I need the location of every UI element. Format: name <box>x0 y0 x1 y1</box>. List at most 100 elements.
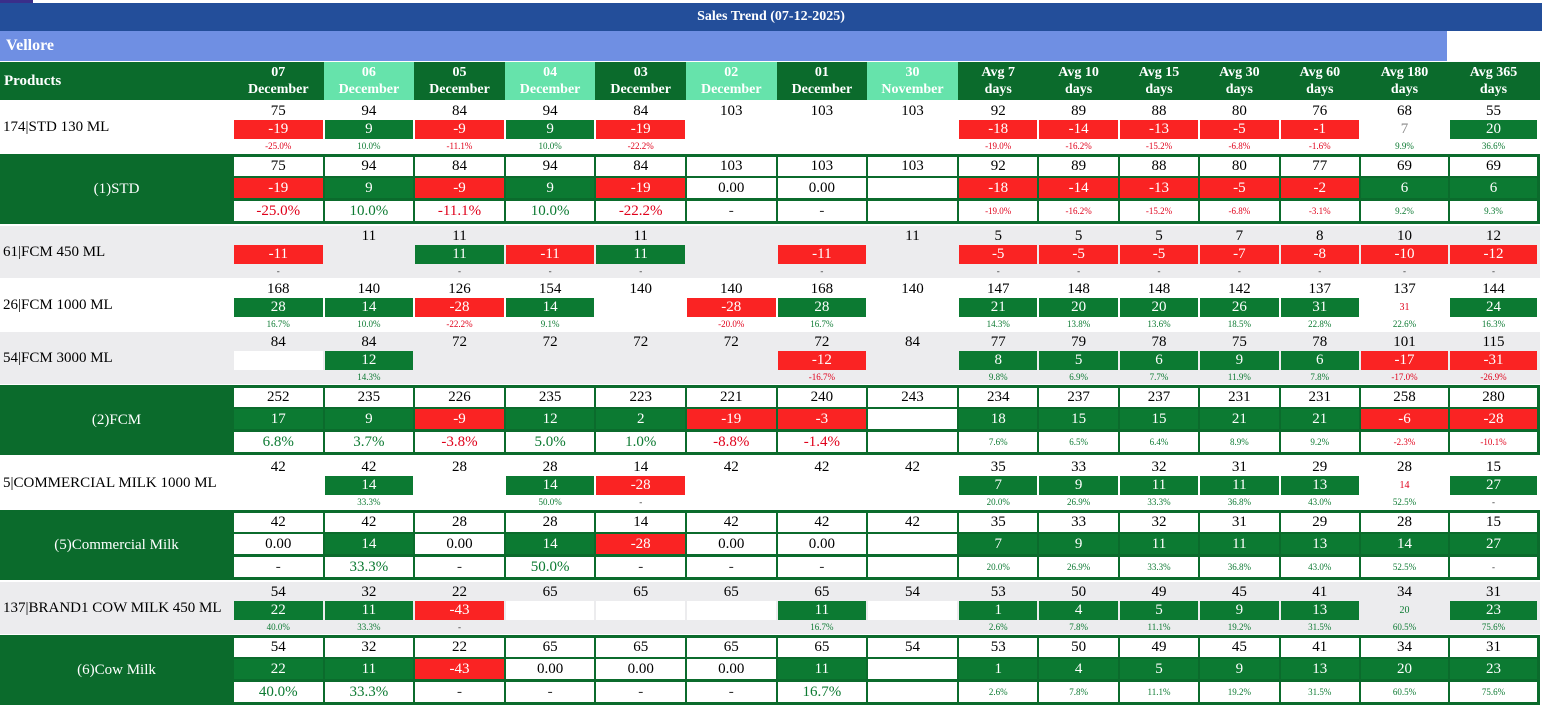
change <box>234 351 323 370</box>
value-box <box>1119 513 1199 532</box>
value: 258 <box>1393 389 1416 405</box>
change: 17 <box>234 409 323 429</box>
change: 9 <box>505 120 595 139</box>
percent: - <box>820 266 824 276</box>
value-box <box>1200 513 1279 532</box>
percent: -2.3% <box>1393 437 1416 447</box>
change: -5 <box>1200 120 1279 139</box>
value: 5 <box>994 227 1002 244</box>
percent: 31.5% <box>1308 687 1332 697</box>
change: -19 <box>687 409 776 429</box>
percent-box <box>415 557 504 577</box>
percent-box <box>415 201 504 221</box>
column-header: 01 December <box>777 62 868 100</box>
percent: 52.5% <box>1392 562 1417 572</box>
change: 5 <box>1039 351 1118 370</box>
percent-box <box>1361 201 1448 221</box>
change: 2 <box>596 409 685 429</box>
change: -28 <box>596 534 685 554</box>
change: 11 <box>1200 534 1279 554</box>
percent-box <box>1361 682 1448 702</box>
change: 6 <box>1280 351 1359 370</box>
change: 23 <box>1450 659 1537 679</box>
value: 235 <box>357 389 381 405</box>
value: 11 <box>905 227 920 244</box>
percent: -16.7% <box>808 372 836 382</box>
percent: 16.7% <box>802 683 842 700</box>
column-header: 06 December <box>323 62 415 100</box>
value: 69 <box>1486 158 1501 174</box>
change: 13 <box>1280 476 1359 495</box>
percent-box <box>687 557 776 577</box>
percent: -3.8% <box>441 433 478 450</box>
percent: 16.7% <box>810 622 834 632</box>
percent-box <box>1119 432 1199 452</box>
change: 21 <box>1280 409 1359 429</box>
column-header: Avg 15 days <box>1119 62 1199 100</box>
change: 11 <box>1119 534 1199 554</box>
value: 42 <box>904 514 920 530</box>
value-box <box>505 638 595 657</box>
change: 9 <box>1200 601 1279 620</box>
value-box <box>596 388 685 407</box>
value-box <box>868 388 957 407</box>
percent-box <box>959 557 1038 577</box>
value-box <box>596 513 685 532</box>
change: 27 <box>1450 534 1537 554</box>
value: 11 <box>633 227 648 244</box>
change: -18 <box>959 178 1038 198</box>
value-box <box>1200 157 1279 176</box>
value-box <box>505 388 595 407</box>
change: -1 <box>1280 120 1359 139</box>
value: 101 <box>1393 333 1416 350</box>
value-box <box>687 388 776 407</box>
percent: 1.0% <box>625 433 657 450</box>
percent: - <box>457 266 461 276</box>
change: 5 <box>1119 601 1199 620</box>
percent: 9.3% <box>1484 206 1503 216</box>
value: 22 <box>451 583 467 600</box>
percent-box <box>1119 557 1199 577</box>
percent: - <box>1157 266 1161 276</box>
percent: -8.8% <box>713 433 750 450</box>
percent: 16.3% <box>1481 319 1506 329</box>
value: 53 <box>990 583 1006 600</box>
value: 28 <box>1397 458 1412 475</box>
column-header-bottom: December <box>429 82 490 97</box>
change: 27 <box>1450 476 1537 495</box>
percent: 33.3% <box>349 683 389 700</box>
value: 42 <box>814 458 830 475</box>
value: 11 <box>452 227 467 244</box>
percent: 7.8% <box>1069 687 1088 697</box>
value-box <box>234 638 323 657</box>
percent: - <box>638 683 644 700</box>
percent-box <box>777 682 867 702</box>
value: 41 <box>1312 639 1328 655</box>
value-box <box>1119 638 1199 657</box>
value: 75 <box>270 158 286 174</box>
percent-box <box>505 432 595 452</box>
change: 6 <box>1361 178 1448 198</box>
value: 240 <box>810 389 834 405</box>
change: 13 <box>1280 534 1359 554</box>
percent: 19.2% <box>1227 687 1251 697</box>
value: 154 <box>538 280 562 297</box>
percent-box <box>1119 682 1199 702</box>
percent-box <box>777 557 867 577</box>
percent: 6.4% <box>1149 437 1169 447</box>
change: 14 <box>324 298 414 317</box>
percent: - <box>548 266 552 276</box>
value: 31 <box>1486 639 1501 655</box>
change: 11 <box>324 601 414 620</box>
value: 126 <box>448 280 471 297</box>
value: 237 <box>1147 389 1171 405</box>
change: 7 <box>959 476 1038 495</box>
change: 21 <box>959 298 1038 317</box>
value-box <box>1280 157 1359 176</box>
value: 28 <box>1397 514 1412 530</box>
change: 4 <box>1039 659 1118 679</box>
value: 41 <box>1312 583 1328 600</box>
change: 31 <box>1399 302 1410 313</box>
change: 11 <box>777 659 867 679</box>
